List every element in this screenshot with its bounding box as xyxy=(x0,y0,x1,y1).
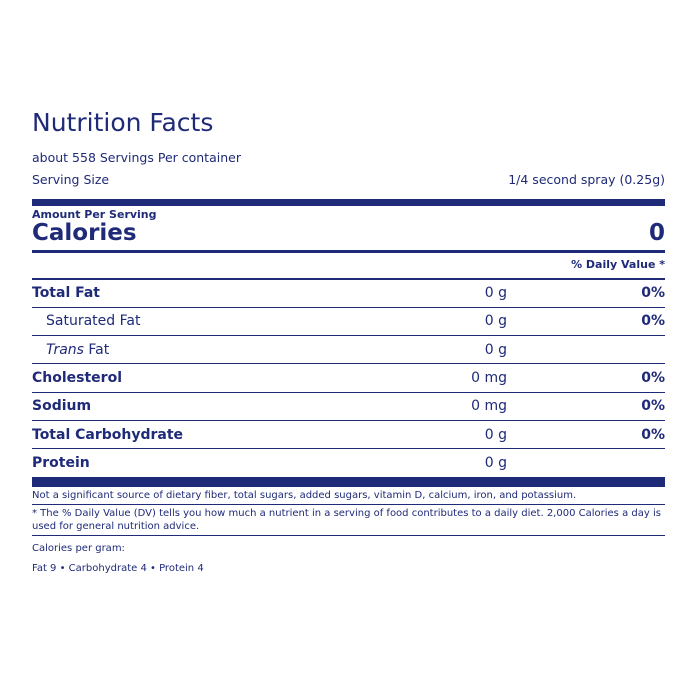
nutrient-row-cholesterol: Cholesterol 0 mg 0% xyxy=(32,364,665,393)
servings-per-container: about 558 Servings Per container xyxy=(32,150,241,165)
nutrient-name: Saturated Fat xyxy=(46,313,141,330)
nutrient-row-trans-fat: Trans Fat 0 g xyxy=(32,336,665,365)
thick-divider xyxy=(32,199,665,206)
daily-value-header: % Daily Value * xyxy=(571,258,665,271)
daily-value-footnote: * The % Daily Value (DV) tells you how m… xyxy=(32,507,661,532)
nutrient-name: Total Fat xyxy=(32,285,101,302)
nutrient-row-protein: Protein 0 g xyxy=(32,449,665,476)
nutrient-row-saturated-fat: Saturated Fat 0 g 0% xyxy=(32,308,665,337)
nutrient-amount: 0 g xyxy=(484,285,507,302)
calories-per-gram-values: Fat 9 • Carbohydrate 4 • Protein 4 xyxy=(32,562,204,574)
note-divider xyxy=(32,503,665,505)
nutrient-daily-value: 0% xyxy=(641,285,665,302)
not-significant-note: Not a significant source of dietary fibe… xyxy=(32,489,577,501)
nutrient-daily-value: 0% xyxy=(641,398,665,415)
nutrient-name: Trans Fat xyxy=(32,342,407,358)
nutrient-name-rest: Fat xyxy=(83,341,110,358)
serving-size-value: 1/4 second spray (0.25g) xyxy=(508,172,665,187)
note-divider xyxy=(32,534,665,536)
serving-size-row: Serving Size 1/4 second spray (0.25g) xyxy=(32,171,665,189)
nutrient-amount: 0 g xyxy=(484,313,507,330)
thick-footer-divider xyxy=(32,476,665,487)
serving-size-label: Serving Size xyxy=(32,172,110,187)
calories-per-gram-label: Calories per gram: xyxy=(32,542,125,554)
nutrient-name-italic: Trans xyxy=(46,341,84,358)
calories-value: 0 xyxy=(648,220,665,246)
nutrient-name: Sodium xyxy=(32,398,92,415)
nutrient-name: Total Carbohydrate xyxy=(32,426,184,443)
nutrient-daily-value: 0% xyxy=(641,313,665,330)
amount-per-serving: Amount Per Serving xyxy=(32,208,157,221)
nutrition-facts-label: Nutrition Facts about 558 Servings Per c… xyxy=(32,104,665,575)
nutrient-row-total-carbohydrate: Total Carbohydrate 0 g 0% xyxy=(32,421,665,450)
nutrient-amount: 0 mg xyxy=(471,398,507,415)
nutrient-amount: 0 g xyxy=(484,341,507,358)
nutrient-amount: 0 g xyxy=(484,454,507,471)
medium-divider xyxy=(32,250,665,253)
nutrient-daily-value: 0% xyxy=(641,370,665,387)
nutrient-amount: 0 mg xyxy=(471,370,507,387)
label-title: Nutrition Facts xyxy=(32,108,214,137)
nutrient-row-sodium: Sodium 0 mg 0% xyxy=(32,393,665,421)
calories-row: Calories 0 xyxy=(32,219,665,247)
calories-label: Calories xyxy=(32,220,137,246)
nutrient-name: Cholesterol xyxy=(32,370,122,387)
nutrient-daily-value: 0% xyxy=(641,426,665,443)
nutrient-amount: 0 g xyxy=(484,426,507,443)
nutrient-row-total-fat: Total Fat 0 g 0% xyxy=(32,280,665,308)
nutrient-name: Protein xyxy=(32,454,90,471)
divider xyxy=(32,278,665,280)
